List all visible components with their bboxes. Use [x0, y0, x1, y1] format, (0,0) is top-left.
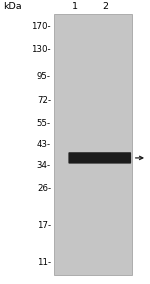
Text: 26-: 26- [37, 184, 51, 193]
Text: 43-: 43- [37, 140, 51, 149]
Text: 2: 2 [102, 2, 108, 11]
Text: 170-: 170- [31, 22, 51, 31]
Text: 72-: 72- [37, 96, 51, 105]
Text: kDa: kDa [3, 2, 22, 11]
Text: 130-: 130- [31, 45, 51, 54]
Text: 34-: 34- [37, 161, 51, 170]
Bar [54, 14, 132, 275]
Text: 11-: 11- [37, 258, 51, 267]
FancyBboxPatch shape [68, 152, 131, 164]
Text: 55-: 55- [37, 119, 51, 128]
Text: 17-: 17- [37, 221, 51, 230]
Text: 95-: 95- [37, 72, 51, 81]
Text: 1: 1 [72, 2, 78, 11]
